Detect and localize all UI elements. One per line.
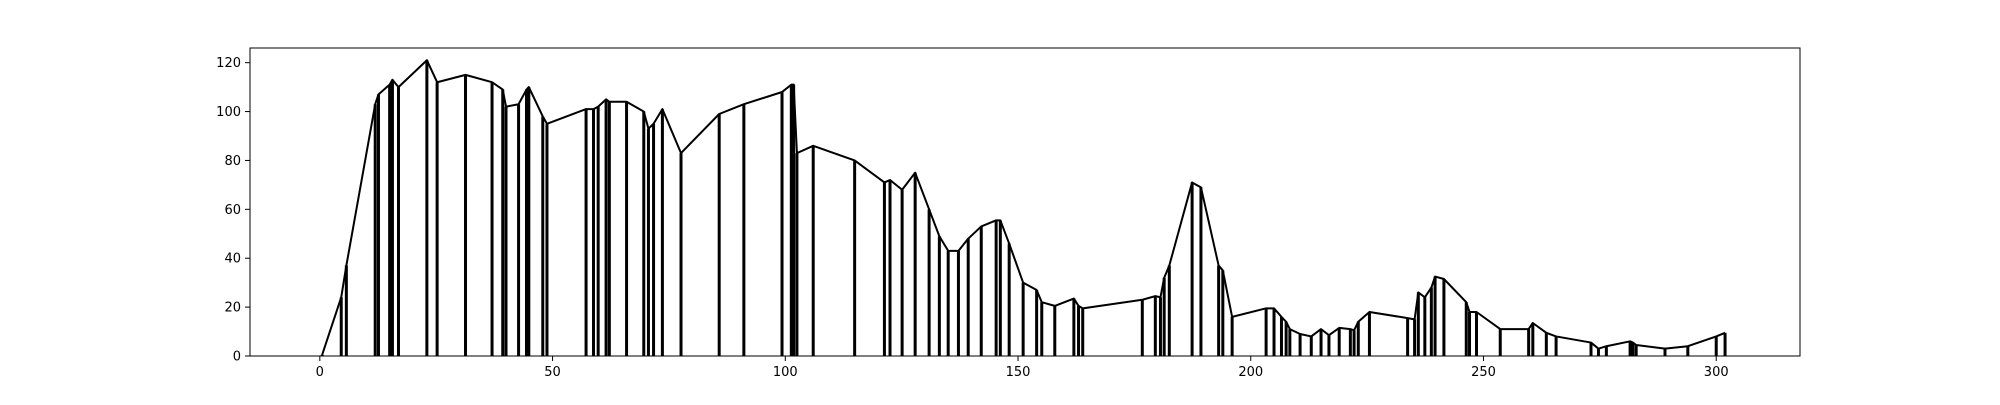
x-tick-label-100: 100 <box>773 365 798 380</box>
axes-frame <box>249 47 1801 357</box>
y-tick-label-20: 20 <box>224 301 241 316</box>
y-tick-label-80: 80 <box>224 154 241 169</box>
y-tick-label-120: 120 <box>216 56 241 71</box>
x-tick-label-150: 150 <box>1006 365 1031 380</box>
y-tick-label-60: 60 <box>224 203 241 218</box>
y-axis: 0 20 40 60 80 100 120 <box>216 56 250 365</box>
x-tick-label-0: 0 <box>316 365 324 380</box>
x-tick-label-250: 250 <box>1471 365 1496 380</box>
series-line <box>321 59 1726 356</box>
line-layer <box>321 59 1726 356</box>
y-tick-label-100: 100 <box>216 105 241 120</box>
y-tick-label-40: 40 <box>224 252 241 267</box>
x-tick-label-200: 200 <box>1238 365 1263 380</box>
stems-layer <box>320 60 1727 356</box>
x-axis: 0 50 100 150 200 250 300 <box>316 356 1729 380</box>
x-tick-label-300: 300 <box>1704 365 1729 380</box>
x-tick-label-50: 50 <box>544 365 561 380</box>
y-tick-label-0: 0 <box>233 350 241 365</box>
